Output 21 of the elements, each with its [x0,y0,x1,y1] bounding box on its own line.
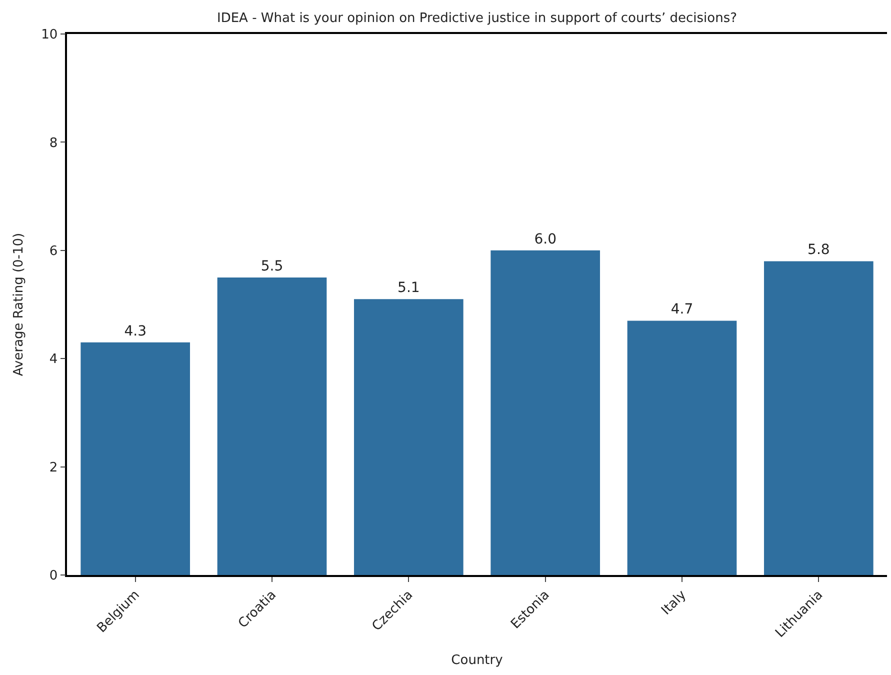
y-tick-label: 10 [41,28,58,43]
y-tick-label: 2 [49,460,58,476]
y-axis-title: Average Rating (0-10) [12,232,27,376]
bar [354,299,464,575]
bar [627,320,737,575]
bar [764,261,874,575]
bar [217,277,327,575]
data-label: 5.5 [260,258,284,274]
y-tick-label: 0 [49,568,58,584]
data-label: 4.7 [670,302,694,318]
bar [490,250,600,575]
data-label: 5.1 [398,280,420,296]
y-tick-label: 4 [49,352,58,368]
chart-title: IDEA - What is your opinion on Predictive justice in support of courts’ decisions? [217,11,737,26]
y-tick-label: 6 [49,244,58,259]
data-label: 5.8 [808,242,830,258]
bar [80,342,190,575]
x-axis-title: Country [451,652,504,668]
data-label: 4.3 [124,323,146,340]
data-label: 6.0 [534,231,556,248]
y-tick-label: 8 [49,136,58,151]
